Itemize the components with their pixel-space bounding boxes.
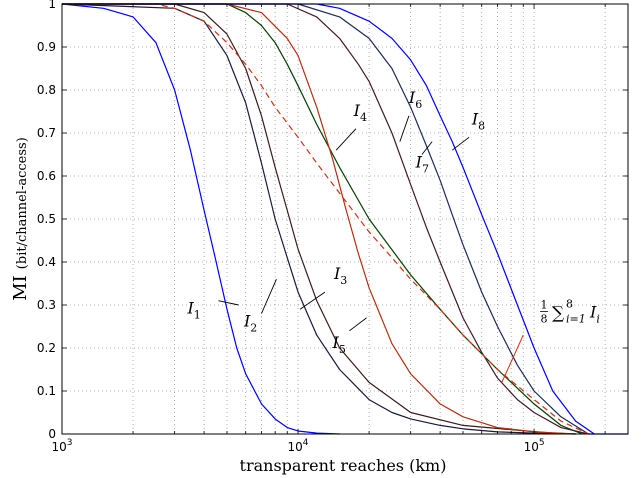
avg-term: Ii bbox=[589, 303, 600, 326]
annotation-label-I2: I2 bbox=[243, 312, 257, 335]
avg-sum-lower: i=1 bbox=[566, 313, 586, 326]
annotation-leader-I6 bbox=[399, 115, 410, 142]
series-line-I1 bbox=[61, 3, 340, 435]
y-tick-label: 0.8 bbox=[37, 83, 56, 97]
y-axis-title-unit: (bit/channel-access) bbox=[15, 137, 30, 269]
x-tick-label: 105 bbox=[524, 438, 545, 454]
annotation-leader-I5 bbox=[349, 317, 367, 332]
series-line-I3 bbox=[62, 3, 576, 435]
plot-background bbox=[62, 4, 628, 434]
y-tick-label: 0.9 bbox=[37, 40, 56, 54]
annotation-label-avg: 18 ∑ 8i=1 Ii bbox=[540, 298, 600, 326]
svg-text:MI(bit/channel-access): MI (bit/channel-access) bbox=[10, 137, 31, 301]
series-line-avg bbox=[62, 3, 589, 435]
annotation-leader-I1 bbox=[218, 300, 239, 306]
avg-frac-numerator: 1 bbox=[541, 299, 548, 312]
avg-frac-denominator: 8 bbox=[541, 313, 548, 326]
y-tick-label: 0.1 bbox=[37, 384, 56, 398]
annotation-label-I3: I3 bbox=[333, 264, 347, 287]
series-line-I4 bbox=[62, 3, 583, 435]
axis-ticks: 0 0.1 0.2 0.3 0.4 0.5 0.6 0.7 0.8 0.9 1 103 104 105 bbox=[37, 0, 628, 454]
annotation-leader-I8 bbox=[451, 136, 470, 151]
y-tick-label: 1 bbox=[48, 0, 56, 11]
y-tick-label: 0.3 bbox=[37, 298, 56, 312]
y-axis-title-main: MI bbox=[10, 275, 31, 301]
annotation-label-I8: I8 bbox=[471, 109, 485, 132]
x-tick-label: 103 bbox=[51, 438, 72, 454]
annotation-label-I1: I1 bbox=[186, 299, 200, 322]
annotation-label-I7: I7 bbox=[415, 152, 429, 175]
annotation-leader-avg bbox=[501, 334, 524, 383]
avg-sum-symbol: ∑ bbox=[552, 304, 564, 324]
annotation-label-I4: I4 bbox=[353, 101, 367, 124]
y-tick-label: 0.7 bbox=[37, 126, 56, 140]
y-tick-label: 0.4 bbox=[37, 255, 56, 269]
y-tick-label: 0 bbox=[48, 427, 56, 441]
y-tick-label: 0.2 bbox=[37, 341, 56, 355]
annotation-leader-I4 bbox=[335, 128, 357, 151]
x-tick-label: 104 bbox=[288, 438, 309, 454]
series-line-I7 bbox=[62, 3, 589, 435]
annotation-leader-I3 bbox=[299, 291, 326, 310]
annotation-label-I5: I5 bbox=[332, 333, 346, 356]
avg-sum-upper: 8 bbox=[566, 298, 573, 311]
series-line-I5 bbox=[62, 3, 576, 435]
y-tick-label: 0.6 bbox=[37, 169, 56, 183]
annotation-leader-I2 bbox=[261, 279, 277, 314]
x-axis-title: transparent reaches (km) bbox=[240, 456, 447, 475]
annotation-leader-I7 bbox=[421, 141, 433, 155]
y-axis-title: MI (bit/channel-access) bbox=[10, 137, 31, 301]
series-line-I8 bbox=[62, 3, 595, 435]
annotation-label-I6: I6 bbox=[408, 88, 422, 111]
y-tick-label: 0.5 bbox=[37, 212, 56, 226]
series-line-I2 bbox=[61, 3, 576, 435]
series-line-I6 bbox=[62, 3, 589, 435]
